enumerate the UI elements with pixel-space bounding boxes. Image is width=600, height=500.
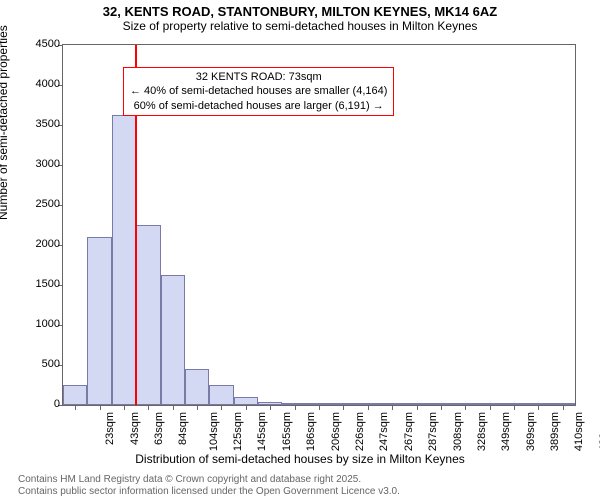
y-axis-label: Number of semi-detached properties [0,25,10,220]
xtick-mark [417,405,418,410]
xtick-label: 369sqm [525,412,537,451]
histogram-bar [87,237,111,405]
xtick-label: 145sqm [257,412,269,451]
xtick-label: 247sqm [379,412,391,451]
xtick-mark [173,405,174,410]
xtick-label: 125sqm [232,412,244,451]
xtick-mark [490,405,491,410]
xtick-label: 328sqm [476,412,488,451]
annotation-line-2: ← 40% of semi-detached houses are smalle… [130,84,387,98]
xtick-mark [563,405,564,410]
xtick-label: 43sqm [129,412,141,445]
xtick-mark [538,405,539,410]
ytick-label: 500 [20,358,60,370]
xtick-mark [75,405,76,410]
histogram-bar [234,397,258,405]
xtick-label: 267sqm [403,412,415,451]
xtick-label: 104sqm [208,412,220,451]
histogram-bar [161,275,185,405]
xtick-label: 287sqm [427,412,439,451]
xtick-label: 63sqm [153,412,165,445]
xtick-mark [197,405,198,410]
xtick-mark [148,405,149,410]
histogram-bar [112,115,136,405]
ytick-label: 4500 [20,38,60,50]
histogram-bar [63,385,87,405]
xtick-label: 349sqm [500,412,512,451]
xtick-mark [246,405,247,410]
x-axis-label: Distribution of semi-detached houses by … [0,452,600,466]
xtick-label: 23sqm [104,412,116,445]
annotation-box: 32 KENTS ROAD: 73sqm← 40% of semi-detach… [123,67,394,116]
xtick-label: 84sqm [177,412,189,445]
histogram-bar [209,385,233,405]
ytick-label: 1500 [20,278,60,290]
xtick-label: 226sqm [354,412,366,451]
xtick-mark [392,405,393,410]
footer-line-1: Contains HM Land Registry data © Crown c… [18,474,400,486]
chart-subtitle: Size of property relative to semi-detach… [0,19,600,33]
xtick-mark [124,405,125,410]
xtick-mark [368,405,369,410]
xtick-mark [441,405,442,410]
xtick-label: 165sqm [281,412,293,451]
xtick-mark [465,405,466,410]
footer-attribution: Contains HM Land Registry data © Crown c… [18,474,400,498]
xtick-label: 410sqm [574,412,586,451]
chart-title: 32, KENTS ROAD, STANTONBURY, MILTON KEYN… [0,0,600,19]
xtick-label: 206sqm [330,412,342,451]
annotation-line-1: 32 KENTS ROAD: 73sqm [130,70,387,84]
xtick-mark [270,405,271,410]
xtick-label: 186sqm [305,412,317,451]
xtick-mark [514,405,515,410]
chart-plot-area: 32 KENTS ROAD: 73sqm← 40% of semi-detach… [62,44,576,406]
annotation-line-3: 60% of semi-detached houses are larger (… [130,99,387,113]
xtick-mark [343,405,344,410]
xtick-label: 308sqm [452,412,464,451]
ytick-label: 0 [20,398,60,410]
xtick-mark [319,405,320,410]
xtick-mark [100,405,101,410]
ytick-label: 2500 [20,198,60,210]
ytick-label: 3000 [20,158,60,170]
ytick-label: 3500 [20,118,60,130]
ytick-label: 4000 [20,78,60,90]
xtick-mark [295,405,296,410]
histogram-bar [185,369,209,405]
xtick-mark [221,405,222,410]
ytick-label: 2000 [20,238,60,250]
ytick-label: 1000 [20,318,60,330]
footer-line-2: Contains public sector information licen… [18,486,400,498]
xtick-label: 389sqm [549,412,561,451]
histogram-bar [136,225,160,405]
